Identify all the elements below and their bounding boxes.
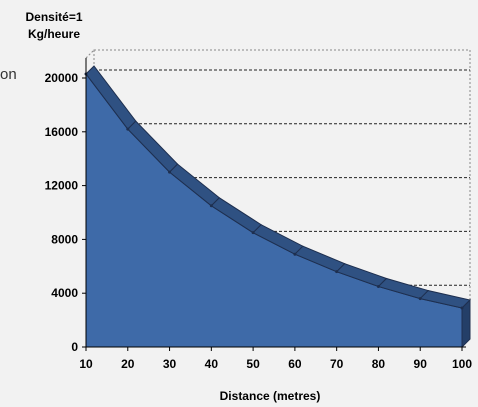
y-tick-label: 20000 xyxy=(45,71,79,85)
y-tick-label: 8000 xyxy=(51,232,78,246)
data-point xyxy=(293,252,297,256)
x-tick-label: 70 xyxy=(330,357,344,371)
y-tick-label: 16000 xyxy=(45,125,79,139)
data-point xyxy=(376,284,380,288)
y-tick-label: 12000 xyxy=(45,179,79,193)
x-tick-label: 20 xyxy=(121,357,135,371)
x-tick-label: 90 xyxy=(414,357,428,371)
data-point xyxy=(168,170,172,174)
x-tick-label: 100 xyxy=(452,357,472,371)
y-axis-label-line1: Densité=1 xyxy=(25,10,82,24)
area-fill xyxy=(85,72,463,348)
area-series xyxy=(84,65,471,349)
data-point xyxy=(418,297,422,301)
area-side-face xyxy=(461,298,471,349)
data-point xyxy=(209,204,213,208)
x-tick-label: 40 xyxy=(205,357,219,371)
data-point xyxy=(251,231,255,235)
y-tick-label: 0 xyxy=(71,340,78,354)
y-tick-label: 4000 xyxy=(51,286,78,300)
y-axis-label-line2: Kg/heure xyxy=(28,27,80,41)
x-tick-label: 10 xyxy=(79,357,93,371)
back-wall-edge xyxy=(85,49,95,59)
x-tick-label: 30 xyxy=(163,357,177,371)
axes: 0 4000 8000 12000 16000 20000 10 20 30 40 50 60 70 80… xyxy=(45,58,472,371)
data-point xyxy=(460,306,464,310)
x-tick-label: 60 xyxy=(288,357,302,371)
x-tick-label: 80 xyxy=(372,357,386,371)
data-point xyxy=(126,127,130,131)
stray-text: on xyxy=(0,66,17,83)
data-point xyxy=(335,270,339,274)
x-tick-label: 50 xyxy=(246,357,260,371)
x-axis-label: Distance (metres) xyxy=(220,389,321,403)
